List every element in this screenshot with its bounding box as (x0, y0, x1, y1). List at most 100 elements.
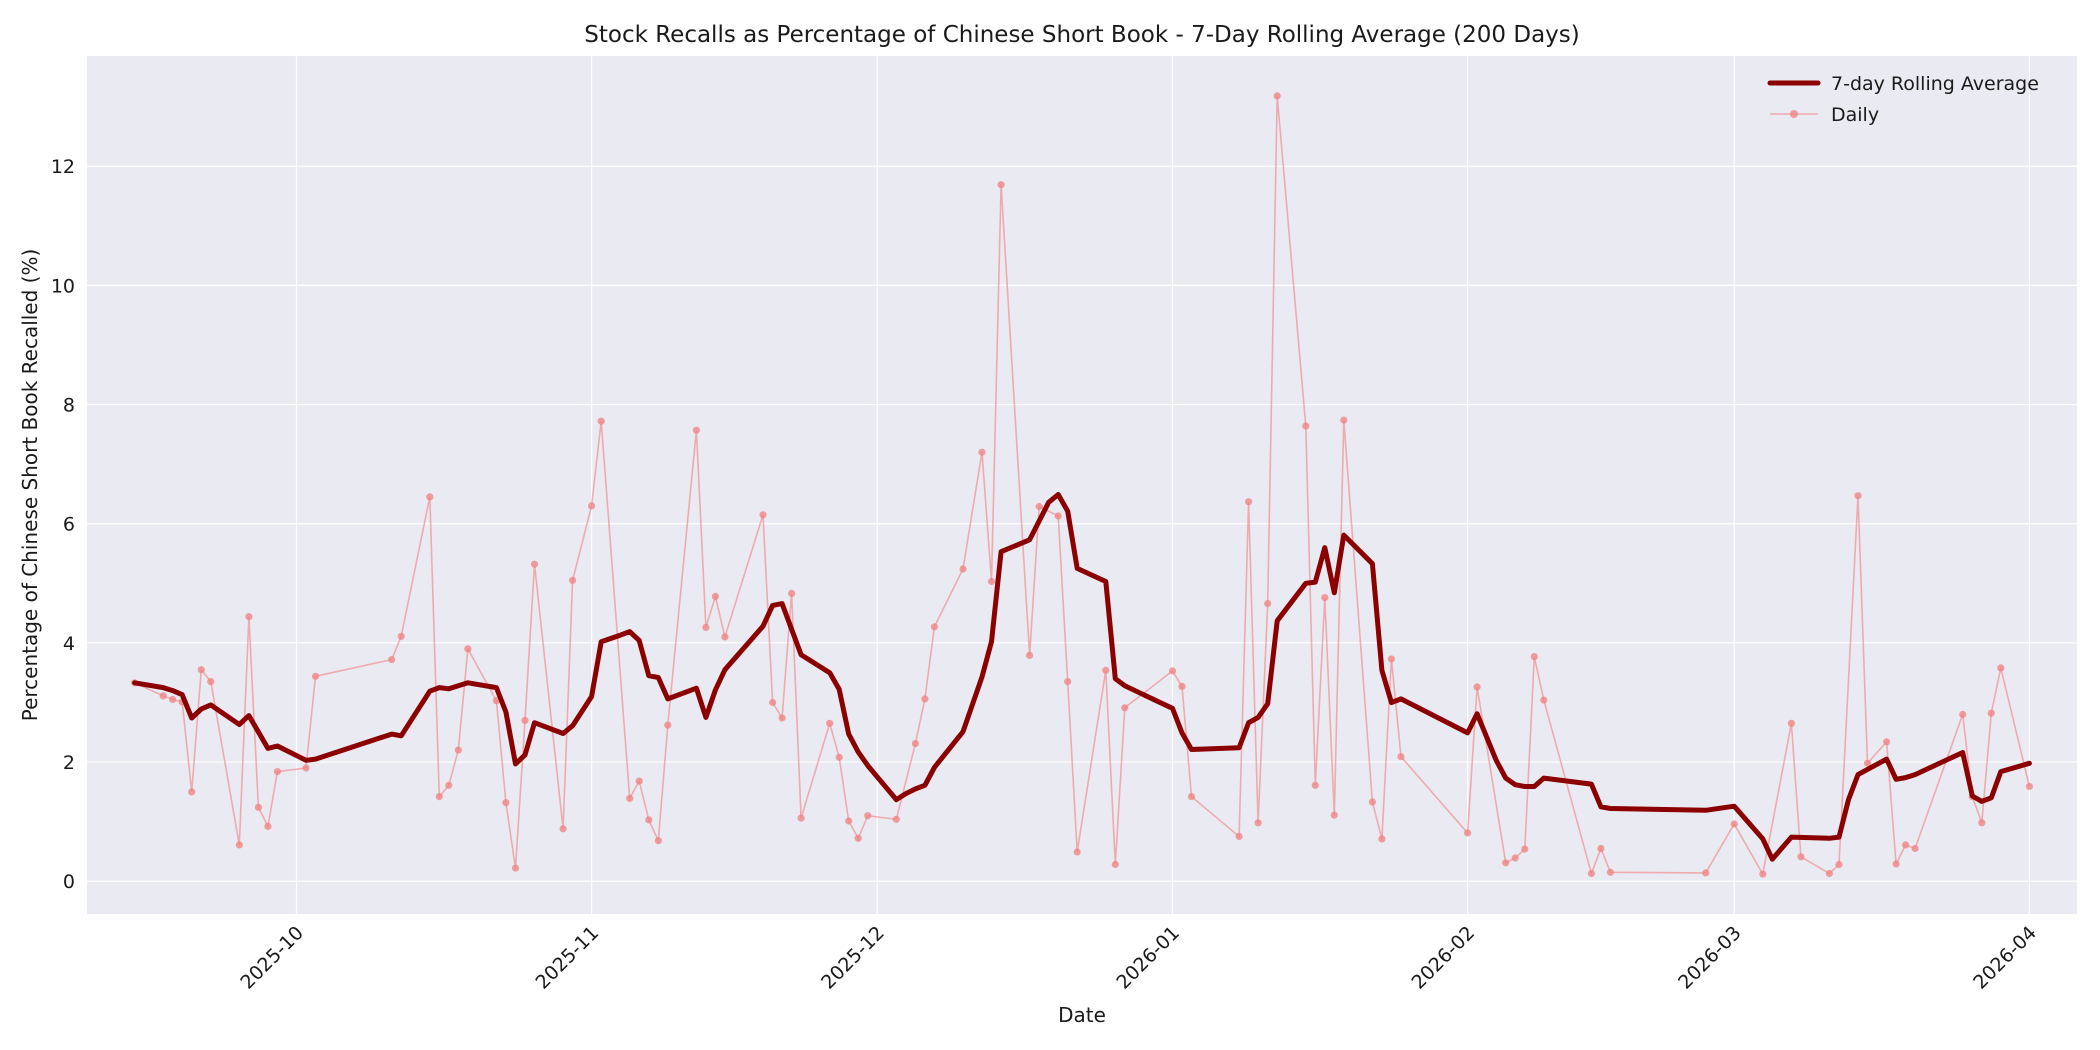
data-point-daily (797, 814, 805, 822)
data-point-daily (1987, 709, 1995, 717)
data-point-daily (692, 426, 701, 434)
data-point-daily (597, 417, 605, 425)
data-point-daily (1797, 853, 1805, 861)
data-point-daily (1911, 844, 1919, 853)
y-tick-label: 4 (63, 633, 75, 655)
y-axis-label: Percentage of Chinese Short Book Recalle… (18, 249, 42, 722)
data-point-daily (1959, 710, 1967, 719)
data-point-daily (445, 781, 453, 789)
data-point-daily (1997, 664, 2005, 672)
data-point-daily (997, 181, 1005, 189)
data-point-daily (464, 645, 472, 653)
data-point-daily (435, 793, 443, 801)
data-point-daily (769, 698, 777, 707)
data-point-daily (388, 656, 396, 664)
data-point-daily (1273, 92, 1281, 100)
data-point-daily (588, 502, 596, 510)
data-point-daily (207, 678, 215, 686)
data-point-daily (1168, 667, 1177, 675)
data-point-daily (1730, 820, 1738, 828)
data-point-daily (1464, 829, 1472, 837)
data-point-daily (169, 695, 177, 704)
series-layer (131, 92, 2033, 878)
data-point-daily (264, 822, 272, 831)
data-point-daily (1245, 498, 1253, 506)
legend-label-daily: Daily (1831, 104, 1879, 126)
data-point-daily (826, 719, 834, 727)
data-point-daily (245, 613, 253, 621)
data-point-daily (1121, 704, 1129, 712)
data-point-daily (273, 768, 281, 776)
data-point-daily (1064, 678, 1072, 686)
data-point-daily (664, 721, 672, 729)
data-point-daily (1883, 738, 1891, 746)
x-axis-label: Date (1058, 1003, 1106, 1027)
data-point-daily (645, 816, 653, 824)
data-point-daily (1254, 819, 1262, 827)
data-point-daily (159, 692, 167, 700)
data-point-daily (1825, 869, 1833, 878)
data-point-daily (1854, 492, 1862, 500)
chart-title: Stock Recalls as Percentage of Chinese S… (584, 22, 1580, 48)
data-point-daily (721, 633, 729, 641)
y-tick-label: 2 (63, 752, 75, 774)
data-point-daily (1787, 719, 1795, 727)
legend-label-rolling-average: 7-day Rolling Average (1831, 73, 2039, 95)
data-point-daily (1978, 819, 1986, 827)
data-point-daily (502, 799, 510, 807)
data-point-daily (1702, 869, 1710, 877)
data-point-daily (1111, 860, 1119, 869)
data-point-daily (1892, 860, 1900, 868)
data-point-daily (569, 576, 577, 584)
data-point-daily (626, 794, 634, 803)
data-point-daily (311, 672, 320, 680)
x-tick-label: 2026-04 (1969, 922, 2041, 994)
data-point-daily (1902, 841, 1910, 849)
plot-background (87, 56, 2077, 914)
data-point-daily (1530, 653, 1538, 661)
data-point-daily (235, 841, 243, 849)
data-point-daily (1387, 655, 1395, 663)
legend-marker-daily (1790, 110, 1798, 118)
data-point-daily (711, 592, 720, 601)
data-point-daily (1835, 860, 1843, 869)
data-point-daily (1502, 859, 1510, 867)
data-point-daily (1321, 594, 1329, 602)
y-tick-label: 6 (63, 514, 75, 536)
data-point-daily (930, 623, 939, 631)
data-point-daily (1102, 666, 1110, 674)
data-point-daily (454, 746, 462, 754)
data-point-daily (1330, 811, 1338, 819)
data-point-daily (521, 716, 529, 725)
y-tick-label: 8 (63, 395, 75, 417)
data-point-daily (987, 577, 996, 586)
data-point-daily (197, 666, 205, 674)
data-point-daily (1235, 832, 1243, 841)
data-point-daily (1026, 651, 1034, 660)
data-point-daily (1473, 683, 1481, 691)
data-point-daily (635, 777, 643, 785)
data-point-daily (654, 837, 662, 845)
data-point-daily (1378, 835, 1386, 843)
data-point-daily (788, 589, 796, 598)
data-point-daily (302, 764, 310, 772)
data-point-daily (1311, 781, 1319, 789)
data-point-daily (1187, 793, 1196, 801)
data-point-daily (1597, 844, 1605, 853)
data-point-daily (254, 803, 262, 811)
data-point-daily (1264, 600, 1272, 608)
data-point-daily (978, 448, 986, 456)
y-tick-label: 10 (51, 275, 75, 297)
data-point-daily (1397, 753, 1405, 761)
data-point-daily (426, 493, 434, 501)
data-point-daily (1178, 682, 1186, 691)
data-point-daily (921, 695, 929, 703)
data-point-daily (1587, 869, 1595, 878)
data-point-daily (1759, 870, 1767, 878)
data-point-daily (1511, 854, 1519, 862)
y-tick-label: 12 (51, 156, 75, 178)
data-point-daily (1340, 416, 1348, 424)
data-point-daily (959, 565, 967, 573)
